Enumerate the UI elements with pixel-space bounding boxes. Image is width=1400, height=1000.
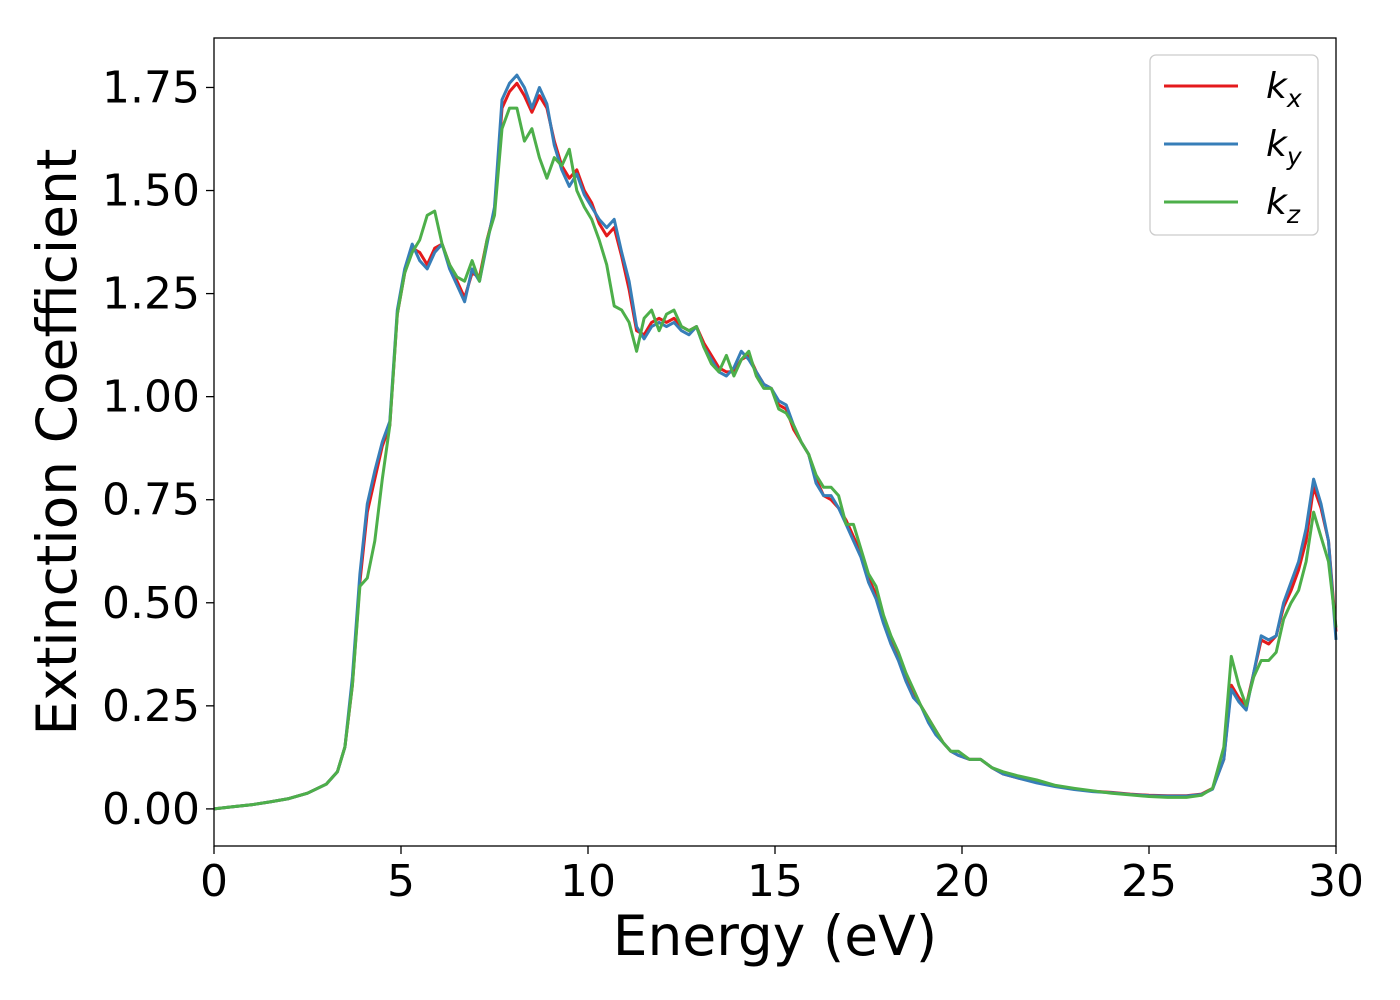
series-layer: [213, 73, 1338, 811]
y-axis: 0.00 0.25 0.50 0.75 1.00 1.25 1.50 1.75: [102, 62, 214, 835]
x-tick-label: 10: [560, 856, 616, 907]
y-tick-label: 0.25: [102, 681, 200, 732]
y-tick-label: 0.50: [102, 578, 200, 629]
y-axis-title: Extinction Coefficient: [25, 149, 89, 736]
y-tick-label: 0.00: [102, 784, 200, 835]
x-tick-label: 5: [387, 856, 415, 907]
y-tick-label: 1.50: [102, 166, 200, 217]
y-tick-label: 1.25: [102, 269, 200, 320]
x-axis-title: Energy (eV): [613, 904, 937, 968]
y-tick-label: 0.75: [102, 475, 200, 526]
y-tick-label: 1.75: [102, 62, 200, 113]
series-line-kz: [213, 106, 1338, 811]
x-tick-label: 25: [1121, 856, 1177, 907]
x-tick-label: 20: [934, 856, 990, 907]
x-tick-label: 0: [200, 856, 228, 907]
x-tick-label: 30: [1308, 856, 1364, 907]
x-axis: 0 5 10 15 20 25 30: [200, 846, 1364, 907]
y-tick-label: 1.00: [102, 372, 200, 423]
x-tick-label: 15: [747, 856, 803, 907]
